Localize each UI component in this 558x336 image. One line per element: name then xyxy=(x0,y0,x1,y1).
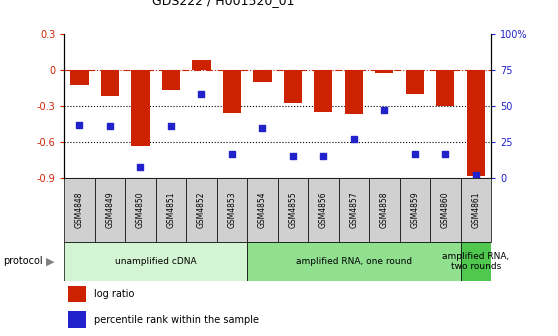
Bar xyxy=(430,178,460,242)
Point xyxy=(441,151,450,156)
Bar xyxy=(64,242,247,281)
Bar xyxy=(101,70,119,96)
Bar xyxy=(278,178,308,242)
Bar xyxy=(125,178,156,242)
Bar xyxy=(406,70,424,94)
Bar xyxy=(247,178,277,242)
Text: GDS222 / H001520_01: GDS222 / H001520_01 xyxy=(152,0,295,7)
Bar xyxy=(369,178,400,242)
Point xyxy=(410,151,419,156)
Point xyxy=(197,92,206,97)
Bar xyxy=(131,70,150,145)
Bar xyxy=(223,70,241,113)
Bar xyxy=(436,70,454,106)
Bar xyxy=(466,70,485,176)
Text: GSM4858: GSM4858 xyxy=(380,192,389,228)
Text: GSM4855: GSM4855 xyxy=(288,192,297,228)
Text: GSM4856: GSM4856 xyxy=(319,192,328,228)
Point xyxy=(288,154,297,159)
Text: GSM4848: GSM4848 xyxy=(75,192,84,228)
Point xyxy=(75,122,84,127)
Point xyxy=(472,172,480,178)
Text: GSM4852: GSM4852 xyxy=(197,192,206,228)
Text: GSM4854: GSM4854 xyxy=(258,192,267,228)
Bar xyxy=(162,70,180,90)
Point xyxy=(349,136,358,142)
Text: percentile rank within the sample: percentile rank within the sample xyxy=(94,314,259,325)
Text: log ratio: log ratio xyxy=(94,289,134,299)
Bar xyxy=(253,70,272,82)
Bar xyxy=(460,242,491,281)
Point xyxy=(258,125,267,130)
Text: amplified RNA, one round: amplified RNA, one round xyxy=(296,257,412,266)
Text: GSM4849: GSM4849 xyxy=(105,192,114,228)
Point xyxy=(105,123,114,129)
Bar xyxy=(314,70,333,112)
Bar xyxy=(192,60,210,70)
Point xyxy=(380,108,389,113)
Bar xyxy=(400,178,430,242)
Bar xyxy=(186,178,217,242)
Point xyxy=(228,151,237,156)
Bar xyxy=(339,178,369,242)
Bar xyxy=(283,70,302,103)
Bar xyxy=(247,242,460,281)
Bar xyxy=(70,70,89,85)
Point xyxy=(136,164,145,169)
Bar xyxy=(308,178,339,242)
Bar xyxy=(69,311,85,328)
Text: GSM4860: GSM4860 xyxy=(441,192,450,228)
Text: unamplified cDNA: unamplified cDNA xyxy=(115,257,196,266)
Bar xyxy=(345,70,363,114)
Text: GSM4850: GSM4850 xyxy=(136,192,145,228)
Bar xyxy=(64,178,95,242)
Bar xyxy=(460,178,491,242)
Text: GSM4857: GSM4857 xyxy=(349,192,358,228)
Text: GSM4861: GSM4861 xyxy=(472,192,480,228)
Point xyxy=(319,154,328,159)
Point xyxy=(166,123,175,129)
Bar xyxy=(375,70,393,73)
Text: GSM4851: GSM4851 xyxy=(166,192,175,228)
Bar xyxy=(95,178,125,242)
Text: amplified RNA,
two rounds: amplified RNA, two rounds xyxy=(442,252,509,271)
Bar xyxy=(69,286,85,302)
Text: ▶: ▶ xyxy=(46,256,54,266)
Text: protocol: protocol xyxy=(3,256,42,266)
Bar xyxy=(156,178,186,242)
Text: GSM4853: GSM4853 xyxy=(227,192,237,228)
Bar xyxy=(217,178,247,242)
Text: GSM4859: GSM4859 xyxy=(410,192,419,228)
